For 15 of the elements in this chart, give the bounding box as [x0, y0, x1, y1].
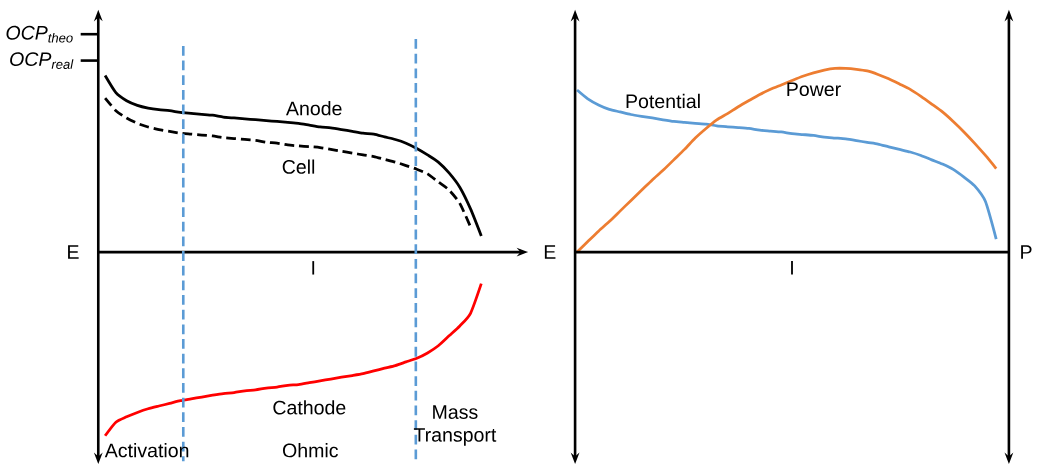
series-label: Cathode — [273, 400, 346, 415]
y-axis-title: E — [544, 245, 556, 259]
text: Ohmic — [282, 443, 338, 458]
text: OCP$_{real}$ — [10, 52, 74, 69]
series-label: Power — [787, 82, 841, 97]
y2-axis-title: P — [1021, 245, 1032, 259]
x-axis-title: I — [312, 261, 315, 275]
y-axis-title: E — [68, 245, 79, 259]
series-label: Potential — [626, 93, 700, 109]
series-label: Cell — [282, 159, 315, 174]
text: Activation — [104, 443, 189, 458]
series-label: Anode — [285, 101, 342, 116]
text: OCP$_{theo}$ — [6, 25, 73, 43]
annotation: Mass Transport — [413, 405, 497, 446]
x-axis-title: I — [791, 261, 793, 275]
